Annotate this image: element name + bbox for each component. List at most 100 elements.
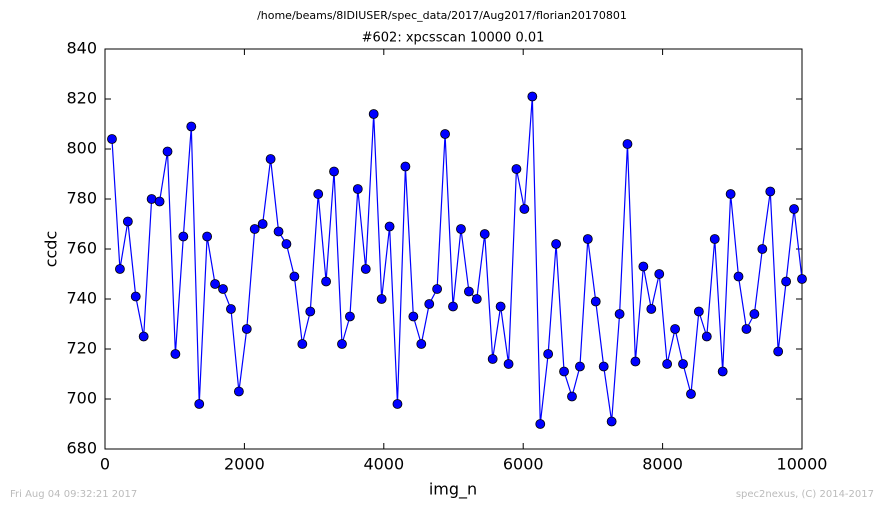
data-point	[210, 279, 220, 289]
data-point	[305, 306, 316, 317]
data-point	[400, 161, 411, 172]
data-line	[111, 96, 803, 425]
data-point	[289, 271, 300, 282]
y-axis-label: ccdc	[42, 231, 61, 268]
data-point	[202, 231, 213, 242]
data-point	[789, 204, 799, 214]
data-point	[797, 274, 807, 284]
plot-frame	[104, 48, 803, 450]
data-point	[384, 221, 395, 232]
data-point	[416, 339, 427, 349]
x-tick-label: 2000	[224, 455, 265, 474]
data-point	[670, 324, 680, 334]
data-point	[543, 349, 554, 359]
data-point	[527, 91, 538, 102]
data-point	[321, 276, 331, 287]
data-point	[471, 294, 482, 304]
data-point	[511, 164, 522, 174]
data-point	[590, 296, 601, 307]
data-point	[464, 286, 474, 297]
y-tick-label: 800	[66, 139, 97, 158]
data-point	[582, 234, 593, 244]
data-point	[249, 224, 260, 234]
data-point	[194, 399, 205, 409]
data-point	[241, 324, 252, 334]
data-point	[345, 311, 355, 322]
data-point	[654, 269, 665, 279]
data-point	[614, 309, 625, 319]
data-point	[662, 359, 673, 369]
data-point	[352, 184, 363, 194]
data-point	[678, 359, 688, 369]
data-point	[297, 339, 308, 349]
data-point	[757, 244, 768, 254]
data-point	[368, 109, 379, 119]
data-point	[186, 121, 197, 132]
x-tick-label: 8000	[642, 455, 683, 474]
data-point	[178, 231, 189, 242]
data-point	[559, 366, 569, 377]
data-point	[567, 391, 577, 402]
data-point	[360, 264, 371, 274]
data-point	[495, 301, 506, 312]
data-point	[408, 311, 419, 322]
data-point	[392, 399, 403, 409]
y-tick-label: 720	[66, 339, 97, 358]
data-point	[686, 389, 696, 399]
data-point	[273, 226, 284, 237]
data-point	[535, 419, 546, 429]
data-point	[606, 416, 617, 427]
data-point	[575, 361, 585, 372]
suptitle: /home/beams/8IDIUSER/spec_data/2017/Aug2…	[257, 9, 627, 22]
data-point	[122, 216, 133, 227]
data-point	[646, 304, 657, 314]
data-point	[701, 331, 712, 342]
x-axis-label: img_n	[429, 480, 477, 500]
footer-right: spec2nexus, (C) 2014-2017	[736, 489, 874, 500]
data-point	[519, 204, 530, 214]
data-point	[329, 166, 339, 177]
data-point	[424, 299, 435, 309]
data-point	[598, 361, 609, 372]
data-point	[638, 261, 649, 272]
data-point	[773, 346, 784, 357]
y-tick-label: 840	[66, 39, 97, 58]
data-point	[257, 219, 268, 229]
data-point	[376, 294, 387, 304]
data-point	[456, 224, 466, 234]
data-point	[749, 309, 760, 319]
data-point	[717, 366, 728, 377]
data-point	[479, 229, 490, 239]
data-point	[487, 354, 498, 364]
y-tick-label: 820	[66, 89, 97, 108]
data-point	[162, 146, 173, 157]
data-point	[725, 189, 736, 199]
data-point	[765, 186, 776, 197]
data-point	[432, 284, 443, 294]
data-point	[622, 139, 633, 149]
data-point	[170, 349, 181, 359]
x-tick-label: 10000	[777, 455, 828, 474]
y-tick-label: 740	[66, 289, 97, 308]
y-tick-label: 780	[66, 189, 97, 208]
data-point	[226, 304, 236, 314]
data-point	[630, 356, 641, 367]
data-point	[503, 359, 514, 369]
chart-title: #602: xpcsscan 10000 0.01	[362, 31, 545, 46]
x-tick-label: 6000	[503, 455, 544, 474]
y-tick-label: 680	[66, 439, 97, 458]
data-point	[440, 129, 450, 139]
data-point	[130, 291, 141, 302]
x-tick-label: 4000	[363, 455, 404, 474]
x-tick-label: 0	[100, 455, 110, 474]
data-point	[733, 271, 744, 282]
y-tick-label: 700	[66, 389, 97, 408]
y-tick-label: 760	[66, 239, 97, 258]
data-point	[337, 339, 347, 349]
data-point	[107, 134, 117, 144]
data-point	[448, 301, 458, 312]
data-point	[115, 264, 125, 274]
data-point	[233, 386, 244, 397]
